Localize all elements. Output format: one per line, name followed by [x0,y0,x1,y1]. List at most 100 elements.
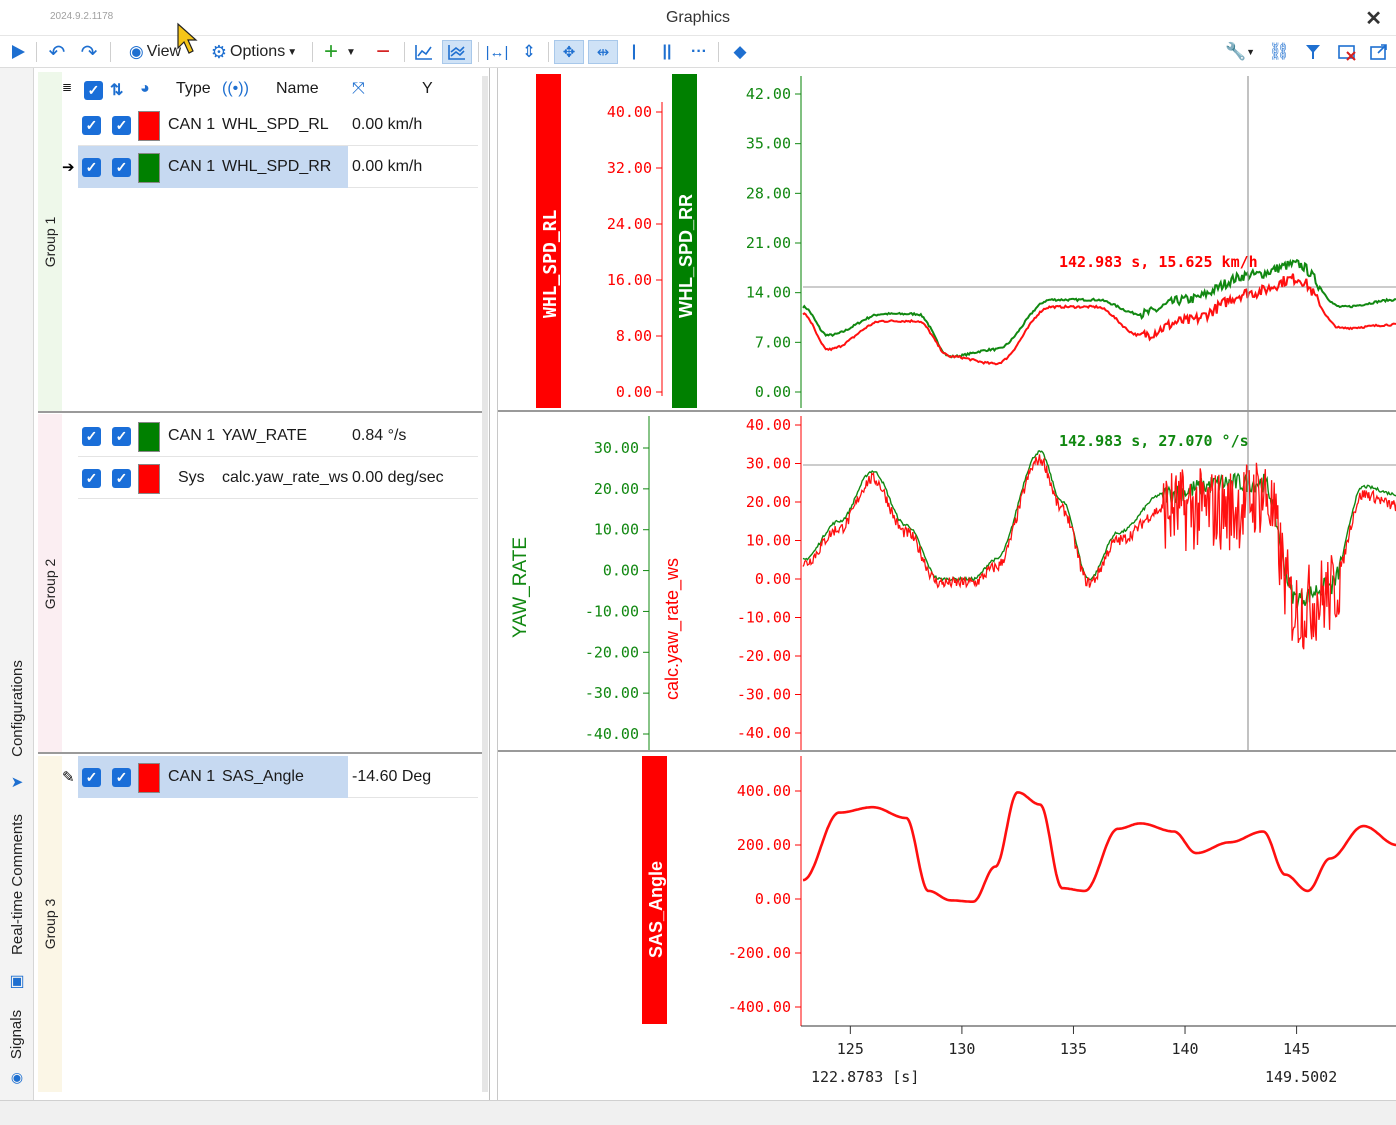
axis-tick-label: 21.00 [746,234,791,252]
broadcast-icon: ((•)) [222,80,249,97]
tab-realtime-comments[interactable]: Real-time Comments [8,813,26,955]
table-row[interactable]: ✓ ✓ CAN 1 YAW_RATE 0.84 °/s [78,415,478,457]
color-swatch[interactable] [138,153,160,183]
view-menu-button[interactable]: ◉ View [116,40,194,64]
color-swatch[interactable] [138,422,160,452]
color-swatch[interactable] [138,464,160,494]
mouse-cursor-icon [177,22,198,54]
time-axis-tick-label: 145 [1283,1040,1310,1058]
trace-sas-angle [802,791,1396,904]
chevron-down-icon[interactable]: ▼ [346,46,356,58]
row-enable-checkbox[interactable]: ✓ [82,158,101,177]
axis-tick-label: 28.00 [746,184,791,202]
trace-calc-yaw-rate-ws [802,454,1396,650]
row-enable-checkbox[interactable]: ✓ [82,768,101,787]
group-divider[interactable] [38,411,488,413]
eraser-icon[interactable]: ◆ [733,42,747,61]
color-swatch[interactable] [138,763,160,793]
row-enable-checkbox[interactable]: ✓ [82,469,101,488]
pin-icon[interactable]: ➤ [10,774,24,791]
axis-tick-label: -10.00 [737,609,791,627]
column-y[interactable]: Y [422,80,433,97]
signal-type: CAN 1 [168,158,216,175]
axis-tick-label: 14.00 [746,284,791,302]
row-visible-checkbox[interactable]: ✓ [112,768,131,787]
axis-tick-label: 400.00 [737,782,791,800]
time-axis-start-label: 122.8783 [s] [811,1068,919,1086]
axis-ticks-yaw-rate: 30.00 20.00 10.00 0.00 -10.00 -20.00 -30.00 -40… [585,439,649,743]
table-row[interactable]: ✓ ✓ CAN 1 WHL_SPD_RR 0.00 km/h [78,146,478,188]
axis-ticks-whl-spd-rr: 42.00 35.00 28.00 21.00 14.00 7.00 0.00 [746,85,801,401]
signal-value: 0.00 km/h [352,158,423,175]
zoom-cross-icon[interactable]: ✥ [554,40,584,64]
row-enable-checkbox[interactable]: ✓ [82,116,101,135]
fit-vertical-icon[interactable]: ⇕ [521,42,537,61]
multi-line-chart-icon[interactable] [442,40,472,64]
trace-whl-spd-rr [802,258,1396,359]
table-row[interactable]: ✓ ✓ CAN 1 SAS_Angle -14.60 Deg [78,756,478,798]
axis-ticks-sas-angle: 400.00 200.00 0.00 -200.00 -400.00 [728,782,801,1016]
group-3-tab[interactable]: Group 3 [38,756,62,1092]
plot-2[interactable]: YAW_RATE 30.00 20.00 10.00 0.00 -10.00 -20.00… [510,416,1396,750]
axis-tick-label: 0.00 [616,383,652,401]
panel-scrollbar[interactable] [482,76,488,1092]
group-1-tab[interactable]: Group 1 [38,72,62,412]
signal-type: Sys [178,469,205,486]
header-check-all[interactable]: ✓ [84,81,103,100]
color-swatch[interactable] [138,111,160,141]
scatter-icon: ⤧ [352,80,365,97]
cursor-value-label: 142.983 s, 27.070 °/s [1059,432,1249,450]
zoom-horizontal-icon[interactable]: ⇹ [588,40,618,64]
more-icon[interactable]: ··· [691,43,707,60]
column-type[interactable]: Type [176,80,211,97]
row-visible-checkbox[interactable]: ✓ [112,469,131,488]
group-divider[interactable] [38,752,488,754]
options-menu-button[interactable]: ⚙ Options ▼ [210,41,298,62]
link-icon[interactable]: ⛓ [1268,42,1290,61]
axis-tick-label: 42.00 [746,85,791,103]
undo-icon[interactable]: ↶ [48,41,66,64]
group-2-tab[interactable]: Group 2 [38,414,62,754]
plot-1[interactable]: WHL_SPD_RL 40.0032.0024.0016.008.000.00 … [536,74,1396,408]
axis-tick-label: -30.00 [585,684,639,702]
filter-icon[interactable] [1300,40,1326,64]
column-name[interactable]: Name [276,80,319,97]
remove-icon[interactable]: − [375,38,390,65]
table-row[interactable]: ✓ ✓ Sys calc.yaw_rate_ws 0.00 deg/sec [78,457,478,499]
signal-panel: ≣ ✓ ⇅ ◕ Type ((•)) Name ⤧ Y Group 1 ✓ ✓ … [34,68,490,1100]
axis-tick-label: -400.00 [728,998,791,1016]
axis-tick-label: 10.00 [594,521,639,539]
line-chart-icon[interactable] [410,40,438,64]
axis-label-bar-sas-angle[interactable] [642,756,667,1024]
close-icon[interactable]: ✕ [1365,8,1382,30]
axis-label-bar-whl-spd-rl[interactable] [536,74,561,408]
row-enable-checkbox[interactable]: ✓ [82,427,101,446]
row-visible-checkbox[interactable]: ✓ [112,116,131,135]
wrench-icon[interactable]: 🔧 ▼ [1224,42,1256,61]
view-icon: ◉ [128,42,144,61]
comment-icon: ▣ [9,973,25,990]
signal-name: calc.yaw_rate_ws [222,469,349,486]
axis-icon: ⇅ [110,82,124,99]
row-visible-checkbox[interactable]: ✓ [112,427,131,446]
column-menu-icon[interactable]: ≣ [62,80,73,94]
title-bar: 2024.9.2.1178 Graphics ✕ [0,0,1396,36]
axis-label-bar-whl-spd-rr[interactable] [672,74,697,408]
add-icon[interactable]: + [323,38,338,65]
redo-icon[interactable]: ↷ [80,41,98,64]
single-cursor-icon[interactable]: | [631,43,637,60]
export-icon[interactable] [1366,40,1392,64]
signal-value: -14.60 Deg [352,768,432,785]
status-bar [0,1100,1396,1125]
tab-configurations[interactable]: Configurations [8,659,26,757]
axis-tick-label: -200.00 [728,944,791,962]
close-window-icon[interactable] [1334,40,1360,64]
tab-signals[interactable]: Signals [8,1009,26,1059]
double-cursor-icon[interactable]: || [662,43,672,60]
plot-3[interactable]: SAS_Angle 400.00 200.00 0.00 -200.00 -400.00 [642,756,1396,1026]
play-icon[interactable] [6,40,30,64]
fit-horizontal-icon[interactable]: |↔| [485,43,509,61]
window-title: Graphics [665,9,731,26]
table-row[interactable]: ✓ ✓ CAN 1 WHL_SPD_RL 0.00 km/h [78,104,478,146]
row-visible-checkbox[interactable]: ✓ [112,158,131,177]
